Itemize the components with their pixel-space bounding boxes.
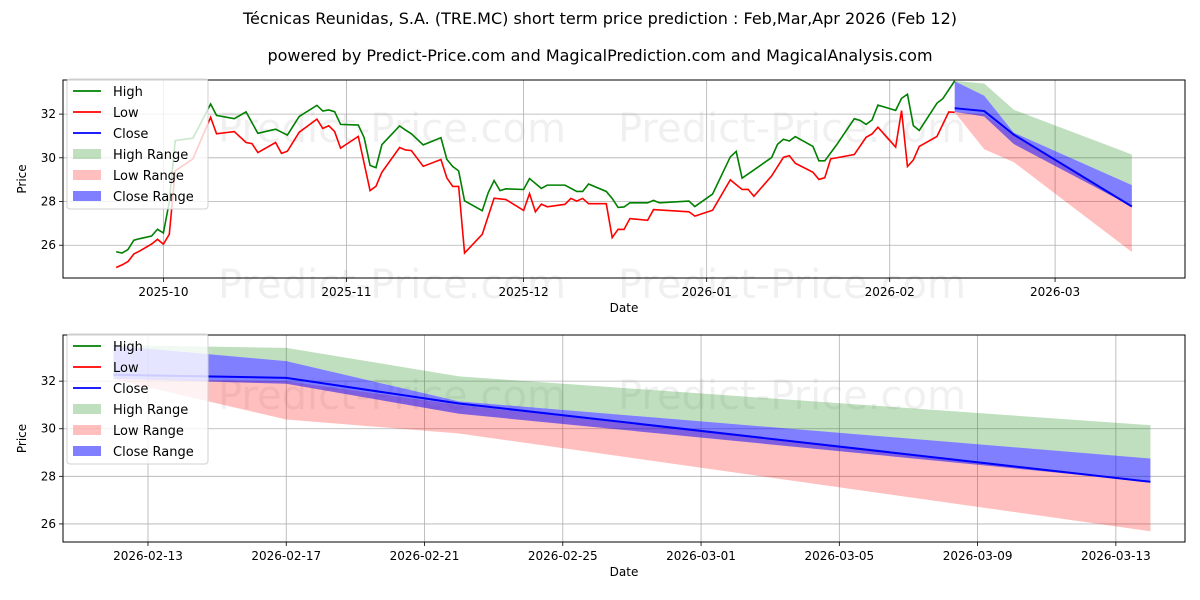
y-tick-label: 28 <box>41 195 56 209</box>
close-line <box>954 107 1133 208</box>
x-tick-label: 2026-02-21 <box>390 549 460 563</box>
chart-title: Técnicas Reunidas, S.A. (TRE.MC) short t… <box>243 9 957 28</box>
legend-label-close-range: Close Range <box>113 445 194 460</box>
y-axis-label: Price <box>15 424 29 453</box>
chart-subtitle: powered by Predict-Price.com and Magical… <box>267 46 933 65</box>
x-tick-label: 2026-03-13 <box>1081 549 1151 563</box>
close-range-band <box>113 345 1151 482</box>
low-range-band <box>954 111 1132 252</box>
x-axis-label: Date <box>610 301 639 315</box>
plot-frame <box>62 79 1186 279</box>
x-tick-label: 2026-02-25 <box>528 549 598 563</box>
low-range-band <box>113 378 1151 532</box>
watermark-text: Predict-Price.com <box>618 262 966 308</box>
legend-label-low: Low <box>113 361 139 376</box>
watermark-text: Predict-Price.com <box>618 373 966 419</box>
legend-box <box>66 333 209 465</box>
x-tick-label: 2026-03-01 <box>666 549 736 563</box>
x-tick-label: 2025-11 <box>321 285 371 299</box>
x-tick-label: 2026-02-13 <box>113 549 183 563</box>
high-range-band <box>113 344 1151 459</box>
legend-label-low: Low <box>113 106 139 121</box>
legend-swatch-close-range <box>73 446 101 456</box>
legend: High Low Close High Range Low Range Close Ran… <box>66 333 209 465</box>
y-tick-label: 26 <box>41 238 56 252</box>
legend-label-high-range: High Range <box>113 148 188 163</box>
y-tick-label: 28 <box>41 469 56 483</box>
plot-panel-1: Predict-Price.com Predict-Price.com Predic… <box>15 78 1186 315</box>
legend-label-high: High <box>113 340 143 355</box>
legend-label-low-range: Low Range <box>113 169 184 184</box>
x-tick-label: 2026-03-05 <box>804 549 874 563</box>
y-tick-label: 32 <box>41 374 56 388</box>
legend-box <box>66 78 209 210</box>
legend-label-high: High <box>113 85 143 100</box>
legend-label-high-range: High Range <box>113 403 188 418</box>
x-tick-label: 2025-12 <box>499 285 549 299</box>
x-tick-label: 2026-02-17 <box>251 549 321 563</box>
legend-label-close: Close <box>113 382 148 397</box>
x-axis-label: Date <box>610 565 639 579</box>
plot-panel-2: Predict-Price.comPredict-Price.com2026-0… <box>15 333 1186 579</box>
plot-frame <box>62 334 1186 543</box>
y-tick-label: 32 <box>41 107 56 121</box>
legend-swatch-low-range <box>73 425 101 435</box>
legend-swatch-close-range <box>73 191 101 201</box>
watermark-text: Predict-Price.com <box>218 262 566 308</box>
x-tick-label: 2026-02 <box>865 285 915 299</box>
plot-area <box>115 80 1133 269</box>
x-tick-label: 2026-03 <box>1030 285 1080 299</box>
high-range-band <box>954 80 1132 186</box>
legend-swatch-high-range <box>73 149 101 159</box>
close-range-band <box>954 81 1132 207</box>
y-tick-label: 26 <box>41 517 56 531</box>
legend: High Low Close High Range Low Range Close Ran… <box>66 78 209 210</box>
high-line <box>115 80 956 254</box>
low-line <box>115 110 955 269</box>
x-tick-label: 2026-03-09 <box>943 549 1013 563</box>
legend-swatch-high-range <box>73 404 101 414</box>
legend-swatch-low-range <box>73 170 101 180</box>
x-tick-label: 2025-10 <box>138 285 188 299</box>
legend-label-low-range: Low Range <box>113 424 184 439</box>
legend-label-close: Close <box>113 127 148 142</box>
y-tick-label: 30 <box>41 151 56 165</box>
legend-label-close-range: Close Range <box>113 190 194 205</box>
y-tick-label: 30 <box>41 422 56 436</box>
watermark-text: Predict-Price.com <box>618 106 966 152</box>
plot-area <box>113 344 1151 532</box>
y-axis-label: Price <box>15 164 29 193</box>
x-tick-label: 2026-01 <box>682 285 732 299</box>
